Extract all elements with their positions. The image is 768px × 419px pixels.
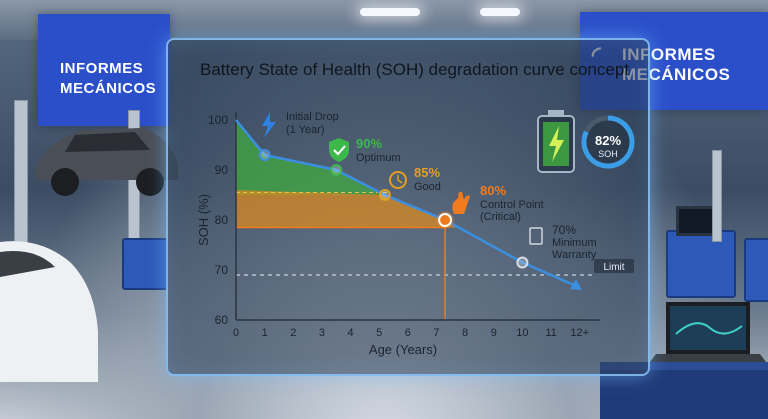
good-band: [236, 190, 459, 228]
banner-left-line-1: INFORMES: [60, 60, 144, 77]
x-tick-label: 12+: [570, 327, 589, 339]
annotation-control-line-2: (Critical): [480, 211, 521, 223]
data-point: [378, 189, 391, 201]
x-tick-label: 4: [347, 327, 353, 339]
chart-title: Battery State of Health (SOH) degradatio…: [200, 60, 630, 79]
diagnostic-cabinet: [744, 238, 768, 302]
x-tick-label: 7: [433, 327, 439, 339]
lift-post: [712, 150, 722, 242]
x-tick-label: 9: [491, 327, 497, 339]
gauge-label: SOH: [598, 149, 618, 159]
x-tick-label: 0: [233, 327, 239, 339]
y-tick-label: 100: [208, 113, 228, 127]
gauge-arc: [581, 115, 635, 169]
annotation-warranty-line-2: Warranty: [552, 249, 597, 261]
annotation-control-value: 80%: [480, 183, 506, 198]
y-tick-label: 80: [215, 213, 229, 227]
laptop-cart: [600, 302, 768, 419]
annotation-initial-drop-line-2: (1 Year): [286, 124, 325, 136]
annotation-good-value: 85%: [414, 165, 440, 180]
x-tick-label: 11: [545, 327, 556, 339]
y-tick-label: 60: [215, 313, 229, 327]
data-point: [330, 164, 343, 176]
shield-check-icon: [329, 138, 349, 162]
lightning-icon: [262, 112, 276, 138]
x-tick-label: 3: [319, 327, 325, 339]
limit-label: Limit: [603, 262, 624, 273]
banner-left: INFORMES MECÁNICOS: [38, 14, 170, 126]
diagnostic-cabinet: [122, 238, 168, 290]
x-tick-label: 5: [376, 327, 382, 339]
x-tick-label: 8: [462, 327, 468, 339]
diagnostic-cabinet: [666, 230, 736, 298]
document-icon: [529, 227, 543, 245]
soh-chart: 0 1 2 3 4 5 6 7 8 9 10 11 12+ 60 70 80 90 100 Age (Years) S…: [196, 110, 635, 357]
ceiling-light: [480, 8, 520, 16]
lifted-car: [35, 128, 178, 196]
ceiling-light: [360, 8, 420, 16]
x-axis-label: Age (Years): [369, 342, 437, 357]
curve-arrowhead: [569, 279, 582, 290]
y-tick-label: 70: [215, 263, 229, 277]
soh-curve-line: [235, 119, 575, 287]
x-tick-label: 1: [262, 327, 268, 339]
battery-bolt: [549, 126, 564, 162]
data-point: [258, 149, 271, 161]
gauge-value: 82%: [595, 133, 621, 148]
clock-icon: [389, 171, 407, 189]
shield-check-mark: [333, 145, 346, 156]
warning-hand-icon: [452, 191, 470, 214]
annotation-initial-drop-line-1: Initial Drop: [286, 111, 339, 123]
annotation-optimum-value: 90%: [356, 136, 382, 151]
y-axis-label: SOH (%): [196, 194, 211, 246]
battery-terminal: [548, 110, 564, 116]
annotation-control-line-1: Control Point: [480, 199, 544, 211]
annotation-warranty-line-1: Minimum: [552, 237, 597, 249]
annotation-good-label: Good: [414, 181, 441, 193]
clock-hands: [397, 175, 403, 184]
white-car: [0, 241, 98, 382]
banner-left-line-2: MECÁNICOS: [60, 80, 157, 97]
limit-tag: [594, 259, 634, 273]
y-tick-label: 90: [215, 163, 229, 177]
control-point-marker: [438, 213, 453, 227]
annotation-optimum-label: Optimum: [356, 152, 401, 164]
annotation-warranty-value: 70%: [552, 223, 576, 237]
x-tick-label: 6: [405, 327, 411, 339]
x-tick-label: 2: [290, 327, 296, 339]
x-tick-label: 10: [516, 327, 528, 339]
data-point: [516, 256, 529, 269]
